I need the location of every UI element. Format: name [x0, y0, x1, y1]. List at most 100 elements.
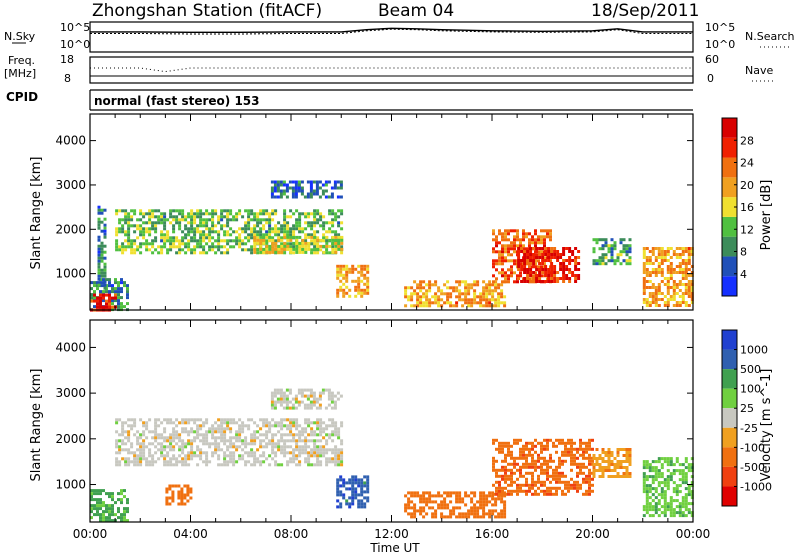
- data-cell-vel: [187, 454, 191, 458]
- data-cell-power: [431, 301, 435, 305]
- data-cell-power: [684, 286, 688, 289]
- data-cell-vel: [232, 460, 236, 464]
- data-cell-vel: [124, 457, 128, 461]
- data-cell-vel: [208, 430, 212, 434]
- data-cell-power: [337, 241, 341, 245]
- data-cell-power: [196, 209, 200, 213]
- data-cell-power: [208, 245, 212, 249]
- data-cell-vel: [121, 448, 125, 452]
- data-cell-vel: [570, 450, 573, 454]
- data-cell-vel: [214, 448, 218, 452]
- data-cell-power: [270, 180, 274, 184]
- data-cell-power: [642, 271, 646, 274]
- data-cell-vel: [540, 444, 543, 448]
- data-cell-power: [526, 256, 530, 259]
- data-cell-power: [289, 227, 293, 231]
- data-cell-power: [238, 242, 242, 246]
- data-cell-power: [541, 247, 545, 250]
- data-cell-vel: [528, 465, 531, 469]
- data-cell-vel: [522, 444, 525, 448]
- data-cell-vel: [253, 463, 257, 467]
- data-cell-vel: [552, 492, 555, 496]
- data-cell-vel: [177, 496, 181, 500]
- velocity-colorbar-swatch: [722, 369, 737, 389]
- data-cell-power: [625, 250, 629, 254]
- data-cell-vel: [534, 438, 537, 442]
- data-cell-vel: [169, 421, 173, 425]
- data-cell-power: [337, 233, 341, 237]
- data-cell-power: [331, 230, 335, 234]
- data-cell-vel: [108, 519, 111, 523]
- data-cell-power: [681, 301, 685, 304]
- data-cell-vel: [214, 430, 218, 434]
- data-cell-vel: [690, 463, 694, 467]
- data-cell-vel: [285, 406, 289, 410]
- data-cell-power: [202, 224, 206, 228]
- data-cell-vel: [268, 430, 272, 434]
- data-cell-vel: [220, 427, 224, 431]
- data-cell-power: [690, 286, 694, 289]
- data-cell-vel: [316, 460, 320, 464]
- data-cell-vel: [253, 460, 257, 464]
- data-cell-power: [526, 259, 530, 262]
- data-cell-power: [672, 295, 676, 298]
- data-cell-vel: [570, 456, 573, 460]
- data-cell-power: [492, 262, 495, 266]
- data-cell-vel: [513, 438, 516, 442]
- data-cell-vel: [313, 448, 317, 452]
- data-cell-power: [262, 233, 266, 237]
- data-cell-power: [172, 230, 176, 234]
- freq-unit: [MHz]: [4, 67, 36, 80]
- data-cell-power: [422, 295, 426, 299]
- data-cell-vel: [190, 430, 194, 434]
- data-cell-power: [337, 238, 341, 242]
- data-cell-power: [196, 212, 200, 216]
- data-cell-power: [265, 218, 269, 222]
- data-cell-power: [553, 280, 557, 283]
- data-cell-vel: [657, 484, 661, 488]
- data-cell-vel: [229, 436, 233, 440]
- data-cell-vel: [504, 486, 507, 490]
- power-colorbar-swatch: [722, 256, 737, 277]
- data-cell-power: [556, 259, 560, 262]
- data-cell-vel: [666, 457, 670, 461]
- data-cell-power: [277, 244, 281, 248]
- data-cell-vel: [592, 472, 596, 475]
- data-cell-vel: [282, 406, 286, 410]
- data-cell-vel: [345, 481, 349, 485]
- data-cell-power: [295, 250, 299, 254]
- data-cell-power: [277, 227, 281, 231]
- data-cell-vel: [334, 427, 338, 431]
- data-cell-power: [482, 304, 486, 308]
- data-cell-vel: [443, 506, 447, 510]
- data-cell-vel: [325, 448, 329, 452]
- data-cell-vel: [105, 492, 108, 496]
- data-cell-vel: [183, 484, 187, 488]
- data-cell-power: [562, 247, 566, 250]
- data-cell-power: [354, 285, 358, 289]
- data-cell-power: [178, 239, 182, 243]
- data-cell-vel: [585, 480, 588, 484]
- data-cell-power: [220, 245, 224, 249]
- data-cell-vel: [564, 444, 567, 448]
- data-cell-power: [166, 233, 170, 237]
- data-cell-vel: [142, 451, 146, 455]
- data-cell-power: [337, 235, 341, 239]
- velocity-colorbar-swatch: [722, 330, 737, 350]
- station-title: Zhongshan Station (fitACF): [92, 1, 323, 21]
- data-cell-vel: [645, 505, 649, 509]
- data-cell-power: [331, 247, 335, 251]
- data-cell-vel: [171, 484, 175, 488]
- data-cell-vel: [136, 436, 140, 440]
- data-cell-power: [425, 292, 429, 296]
- data-cell-vel: [681, 502, 685, 506]
- data-cell-vel: [169, 445, 173, 449]
- data-cell-vel: [440, 506, 444, 510]
- data-cell-power: [157, 218, 161, 222]
- data-cell-power: [148, 233, 152, 237]
- data-cell-vel: [525, 441, 528, 445]
- data-cell-vel: [196, 454, 200, 458]
- data-cell-power: [458, 298, 462, 302]
- data-cell-power: [292, 235, 296, 239]
- data-cell-power: [363, 291, 367, 295]
